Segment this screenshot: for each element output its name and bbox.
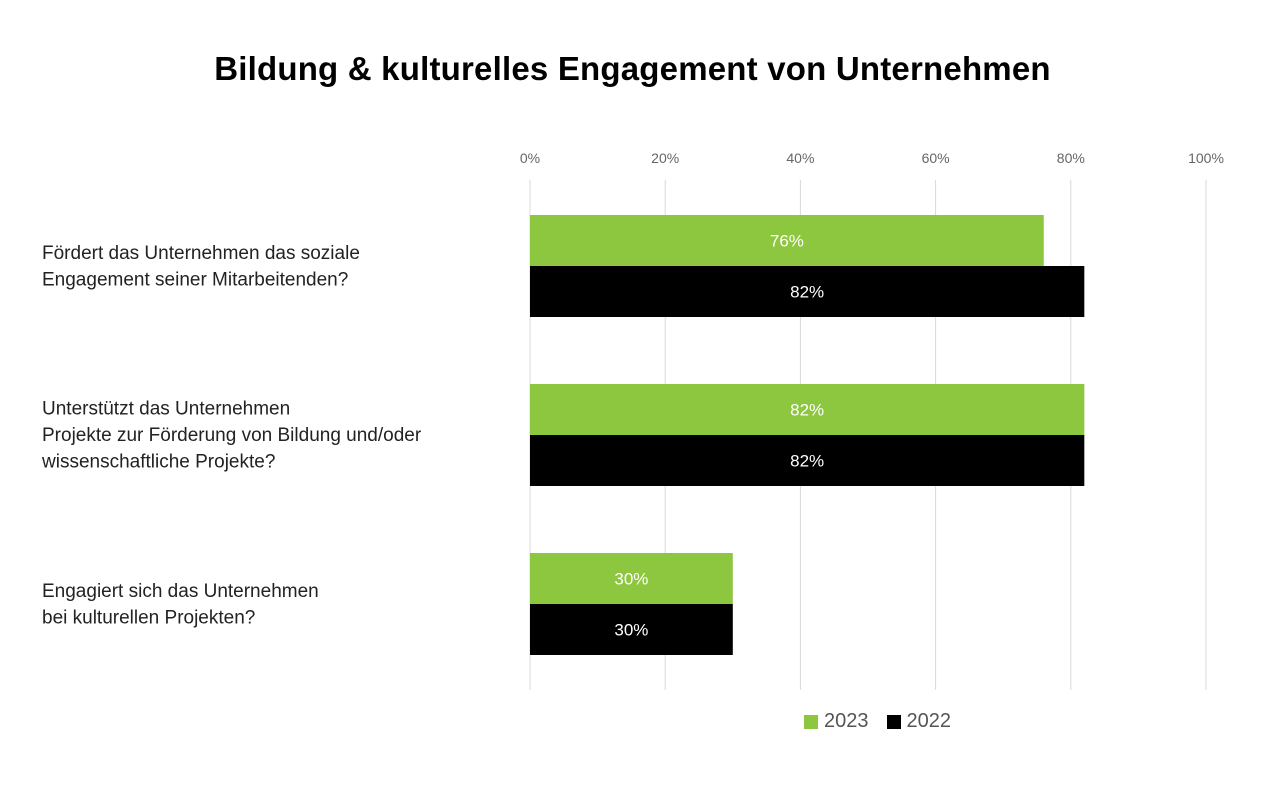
- data-label: 82%: [790, 283, 824, 302]
- bar-2022: [530, 435, 1085, 486]
- category-label: Fördert das Unternehmen das soziale Engag…: [42, 243, 360, 291]
- x-tick-label: 20%: [651, 150, 679, 166]
- data-label: 76%: [770, 232, 804, 251]
- category-label-line: Fördert das Unternehmen das soziale: [42, 243, 360, 264]
- legend-item-2023: 2023: [804, 710, 869, 733]
- data-label: 82%: [790, 452, 824, 471]
- bar-2023: [530, 215, 1044, 266]
- data-label: 30%: [614, 621, 648, 640]
- x-tick-label: 40%: [786, 150, 814, 166]
- legend-label-2023: 2023: [824, 710, 869, 732]
- category-label-line: Projekte zur Förderung von Bildung und/o…: [42, 425, 422, 446]
- x-tick-label: 0%: [520, 150, 540, 166]
- category-label-line: Engagiert sich das Unternehmen: [42, 581, 319, 602]
- category-label: Unterstützt das Unternehmen Projekte zur …: [41, 399, 422, 473]
- bar-2022: [530, 604, 733, 655]
- legend-swatch-2022: [886, 714, 901, 729]
- category-label-line: bei kulturellen Projekten?: [42, 607, 255, 628]
- category-label: Engagiert sich das Unternehmen bei kultur…: [42, 581, 319, 629]
- chart-title: Bildung & kulturelles Engagement von Unt…: [214, 50, 1051, 87]
- category-label-line: Engagement seiner Mitarbeitenden?: [42, 269, 348, 290]
- x-tick-label: 100%: [1188, 150, 1224, 166]
- data-label: 82%: [790, 401, 824, 420]
- x-tick-label: 80%: [1057, 150, 1085, 166]
- bar-2022: [530, 266, 1085, 317]
- legend: 2023 2022: [804, 710, 969, 733]
- bar-2023: [530, 384, 1085, 435]
- category-label-line: wissenschaftliche Projekte?: [41, 452, 275, 473]
- x-tick-label: 60%: [922, 150, 950, 166]
- bar-2023: [530, 553, 733, 604]
- legend-label-2022: 2022: [906, 710, 952, 732]
- legend-swatch-2023: [804, 714, 818, 729]
- data-label: 30%: [614, 570, 648, 589]
- legend-item-2022: 2022: [886, 710, 952, 733]
- category-label-line: Unterstützt das Unternehmen: [42, 399, 290, 420]
